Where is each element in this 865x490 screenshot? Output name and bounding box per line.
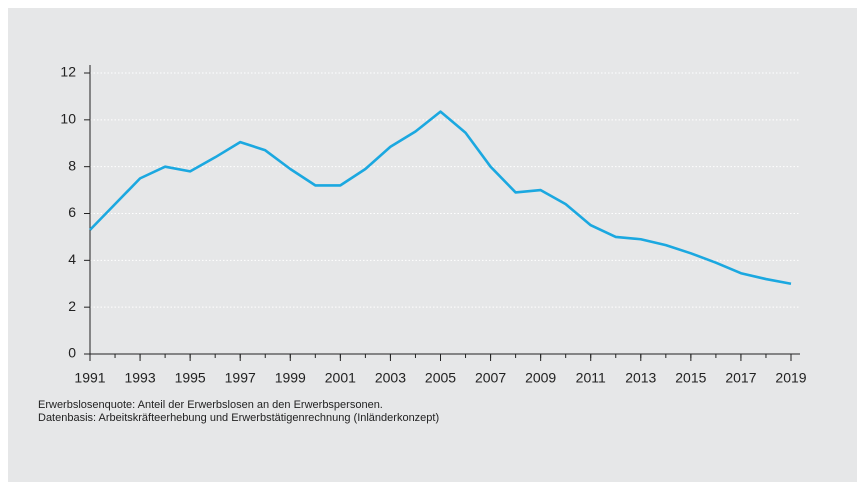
x-tick-label: 1997 bbox=[225, 370, 256, 386]
x-tick-label: 2009 bbox=[525, 370, 556, 386]
x-tick-label: 2015 bbox=[675, 370, 706, 386]
y-tick-label: 12 bbox=[60, 64, 76, 80]
x-tick-label: 2005 bbox=[425, 370, 456, 386]
x-tick-label: 2007 bbox=[475, 370, 506, 386]
x-tick-label: 1995 bbox=[175, 370, 206, 386]
x-tick-label: 2003 bbox=[375, 370, 406, 386]
panel bbox=[8, 8, 857, 482]
x-tick-label: 2001 bbox=[325, 370, 356, 386]
x-tick-label: 2011 bbox=[576, 370, 606, 386]
y-tick-label: 4 bbox=[68, 251, 76, 267]
y-tick-label: 0 bbox=[68, 345, 76, 361]
y-tick-label: 6 bbox=[68, 204, 76, 220]
data-line bbox=[89, 110, 792, 286]
x-tick-label: 2013 bbox=[625, 370, 656, 386]
x-tick-label: 2019 bbox=[775, 370, 806, 386]
x-tick-label: 1991 bbox=[74, 370, 105, 386]
y-tick-label: 10 bbox=[60, 111, 76, 127]
y-tick-label: 8 bbox=[68, 157, 76, 173]
footnote: Datenbasis: Arbeitskräfteerhebung und Er… bbox=[38, 412, 439, 424]
x-tick-label: 1999 bbox=[275, 370, 306, 386]
x-tick-label: 2017 bbox=[725, 370, 756, 386]
y-tick-label: 2 bbox=[68, 298, 76, 314]
x-tick-label: 1993 bbox=[124, 370, 155, 386]
footnote: Erwerbslosenquote: Anteil der Erwerbslos… bbox=[38, 399, 383, 411]
